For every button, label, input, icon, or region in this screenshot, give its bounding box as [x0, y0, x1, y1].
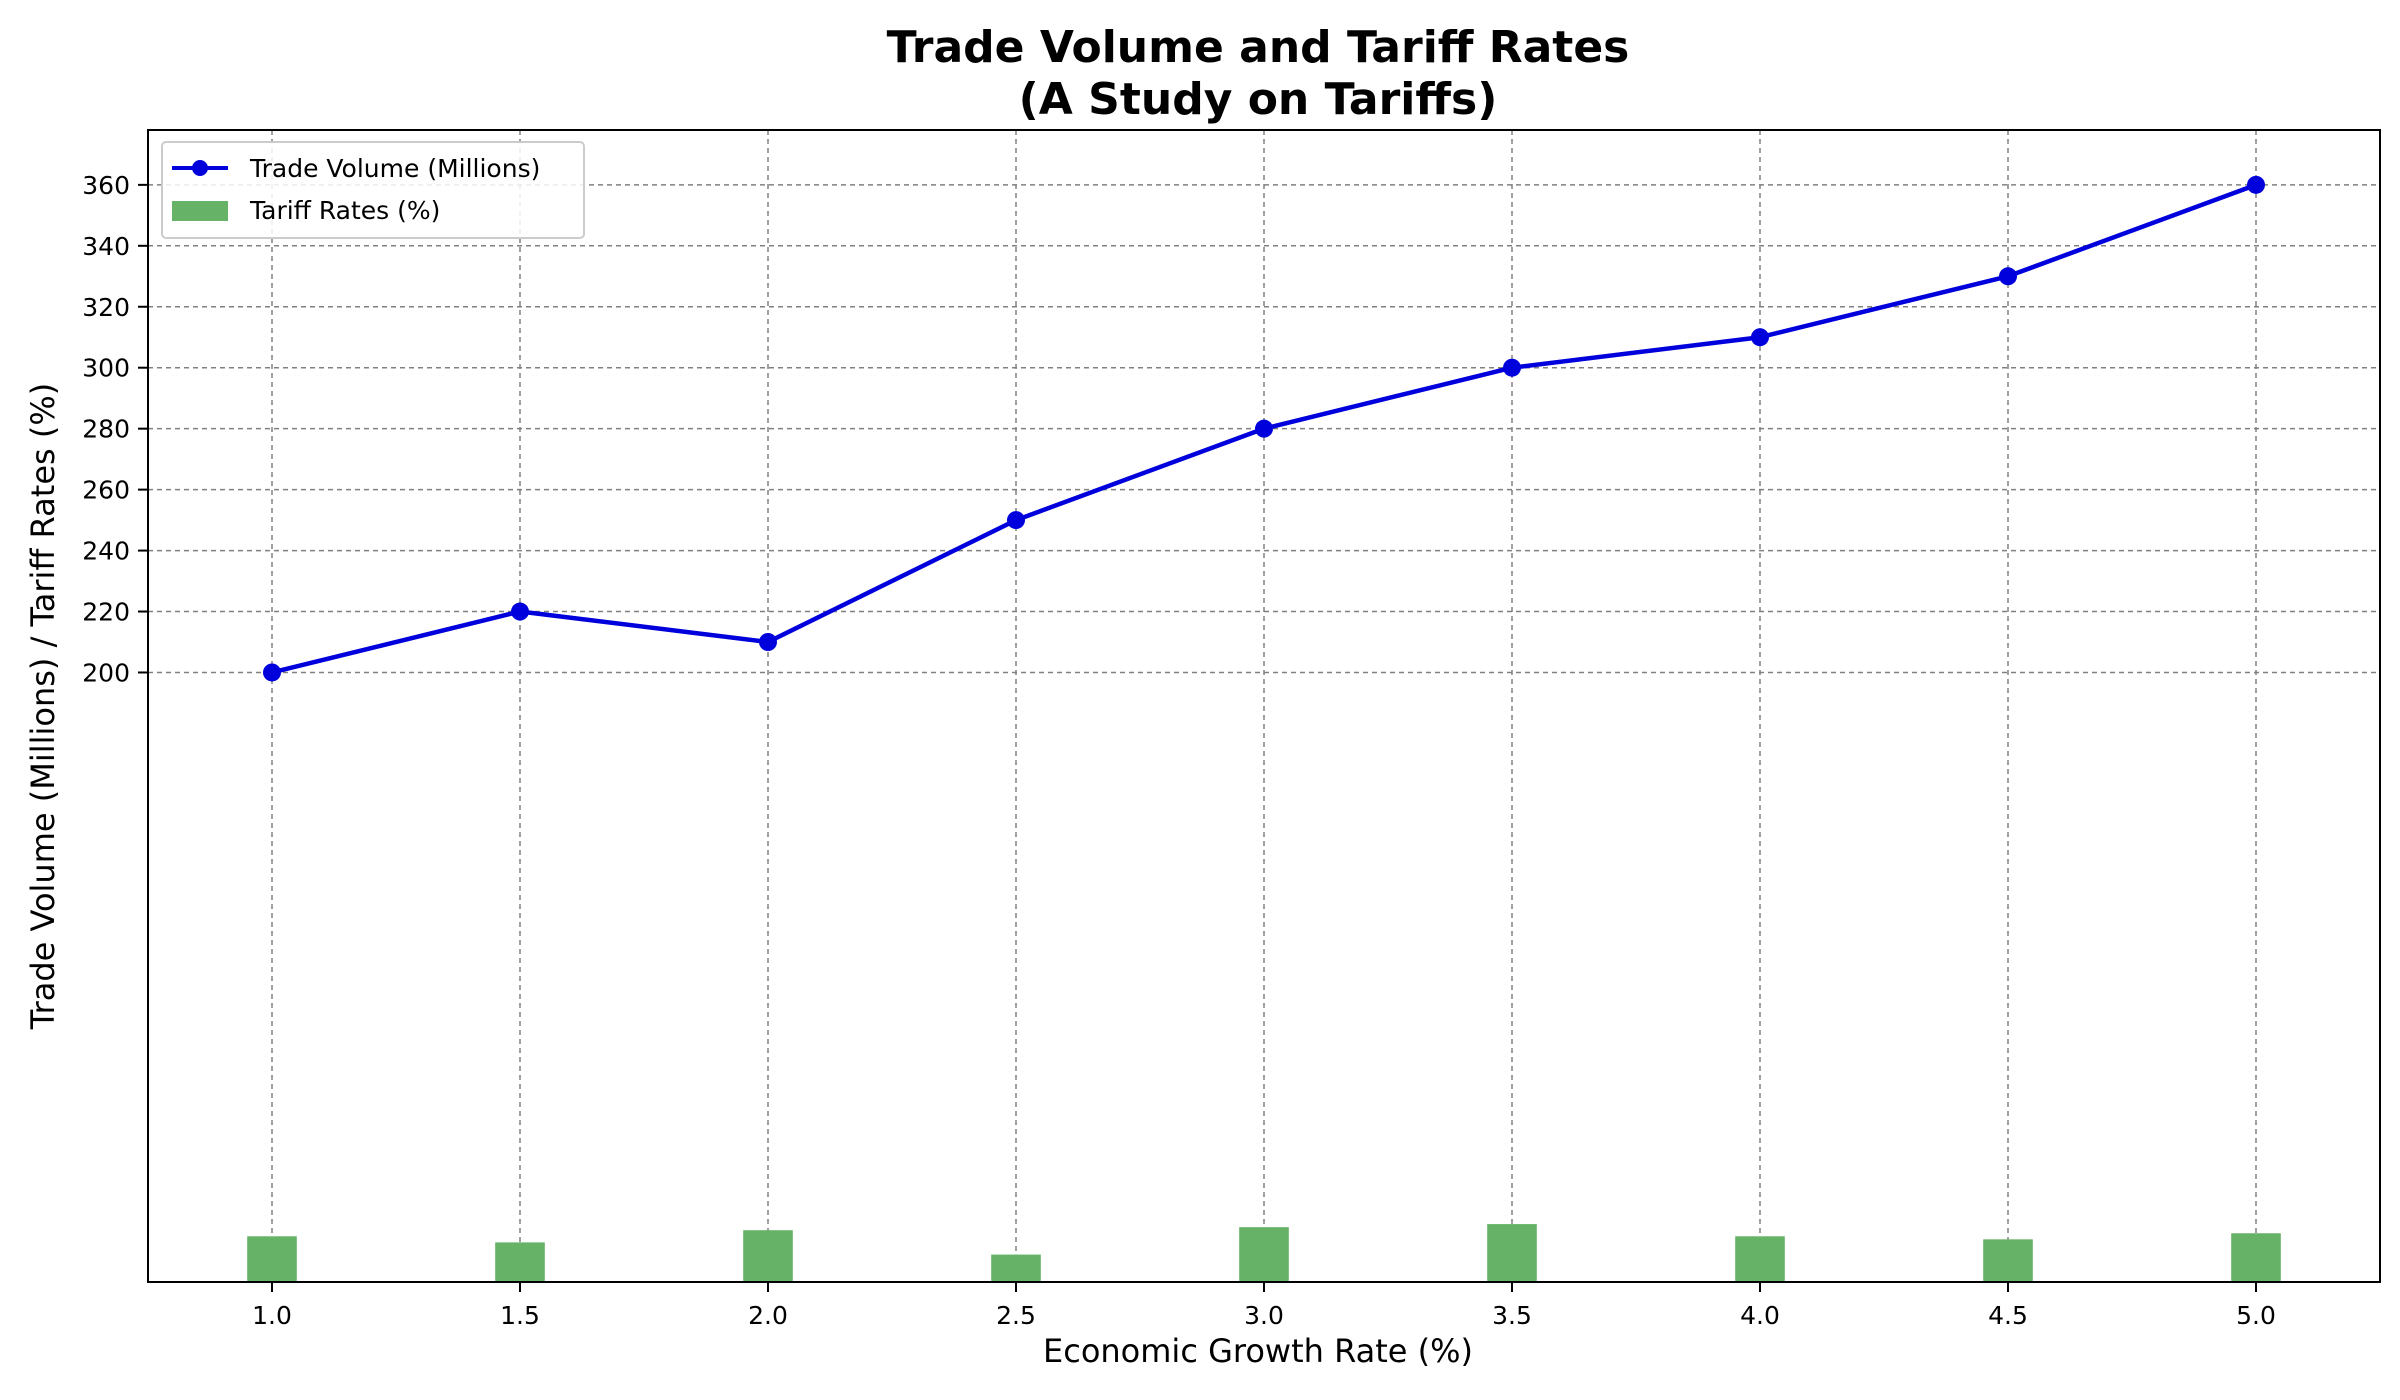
y-tick-label: 240	[82, 537, 130, 566]
trade-volume-point	[511, 602, 529, 621]
trade-volume-point	[1007, 511, 1025, 530]
chart-subtitle: (A Study on Tariffs)	[1019, 74, 1498, 125]
trade-volume-line-group	[263, 175, 2265, 682]
trade-volume-point	[1751, 328, 1769, 347]
x-tick-label: 3.5	[1492, 1301, 1532, 1330]
legend-label-tariff-rates: Tariff Rates (%)	[249, 196, 440, 225]
x-tick-label: 1.5	[500, 1301, 540, 1330]
plot-frame	[147, 129, 2381, 1283]
trade-volume-point	[1255, 419, 1273, 438]
x-tick-label: 5.0	[2236, 1301, 2276, 1330]
y-tick-label: 300	[82, 354, 130, 383]
trade-volume-point	[1503, 358, 1521, 377]
trade-volume-point	[1999, 267, 2017, 286]
legend-box	[161, 141, 585, 239]
trade-volume-point	[263, 663, 281, 682]
x-tick-label: 4.0	[1740, 1301, 1780, 1330]
y-tick-label: 260	[82, 476, 130, 505]
trade-volume-point	[759, 633, 777, 651]
legend: Trade Volume (Millions) Tariff Rates (%)	[161, 141, 585, 239]
tariff-bar	[247, 1236, 297, 1282]
chart-title: Trade Volume and Tariff Rates	[887, 22, 1630, 73]
x-tick-label: 4.5	[1988, 1301, 2028, 1330]
y-tick-label: 220	[82, 598, 130, 627]
tariff-bar	[1487, 1224, 1537, 1282]
x-axis-label: Economic Growth Rate (%)	[1043, 1332, 1473, 1370]
x-tick-label: 1.0	[252, 1301, 292, 1330]
x-tick-label: 2.5	[996, 1301, 1036, 1330]
tariff-bar	[991, 1254, 1041, 1282]
x-tick-label: 3.0	[1244, 1301, 1284, 1330]
trade-volume-point	[2247, 175, 2265, 194]
x-tick-label: 2.0	[748, 1301, 788, 1330]
tariff-bar	[1735, 1236, 1785, 1282]
tariff-bar	[2231, 1233, 2281, 1282]
y-tick-label: 280	[82, 415, 130, 444]
axis-ticks: 1.0 1.5 2.0 2.5 3.0 3.5 4.0 4.5 5.0 200 220 240 260 2…	[82, 171, 2276, 1330]
y-tick-label: 200	[82, 658, 130, 687]
tariff-bars	[247, 1224, 2281, 1282]
tariff-bar	[743, 1230, 793, 1282]
grid	[148, 130, 2380, 1282]
legend-marker-swatch	[192, 160, 208, 176]
tariff-bar	[1239, 1227, 1289, 1282]
y-axis-label: Trade Volume (Millions) / Tariff Rates (…	[24, 383, 62, 1030]
y-tick-label: 360	[82, 171, 130, 200]
legend-bar-swatch	[172, 201, 228, 221]
y-tick-label: 340	[82, 232, 130, 261]
y-tick-label: 320	[82, 293, 130, 322]
legend-label-trade-volume: Trade Volume (Millions)	[249, 154, 540, 183]
tariff-bar	[495, 1242, 545, 1282]
tariff-bar	[1983, 1239, 2033, 1282]
